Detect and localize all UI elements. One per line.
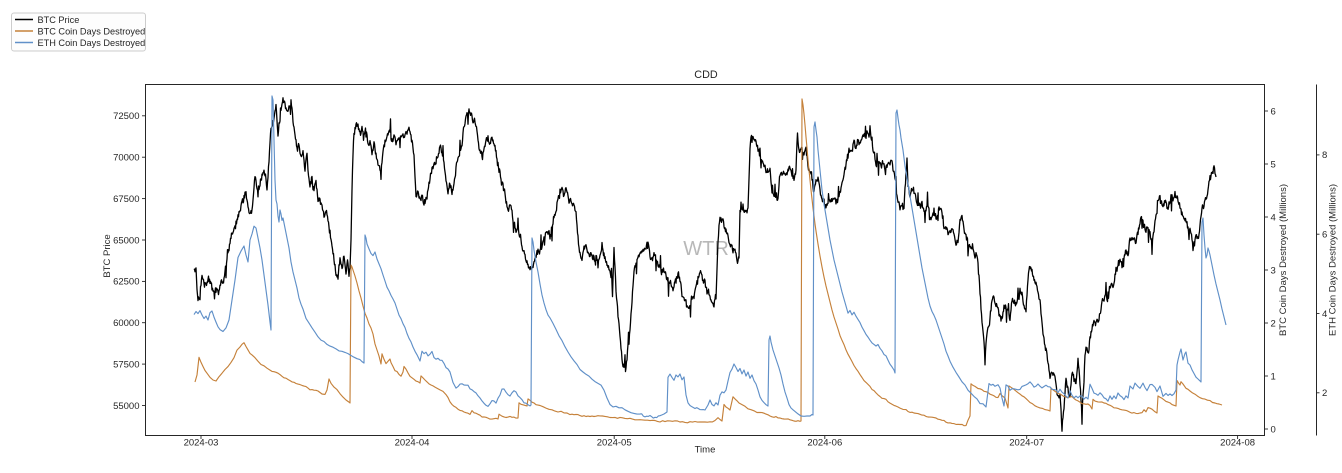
svg-text:3: 3 <box>1271 265 1276 276</box>
svg-text:2: 2 <box>1271 318 1276 329</box>
svg-text:72500: 72500 <box>113 111 139 122</box>
svg-text:6: 6 <box>1271 106 1276 117</box>
svg-text:2024-04: 2024-04 <box>395 438 430 449</box>
svg-text:62500: 62500 <box>113 277 139 288</box>
svg-text:1: 1 <box>1271 371 1276 382</box>
svg-text:6: 6 <box>1322 230 1327 241</box>
svg-text:BTC Price: BTC Price <box>38 15 80 25</box>
svg-text:2024-06: 2024-06 <box>807 438 842 449</box>
svg-text:BTC Coin Days Destroyed (Milli: BTC Coin Days Destroyed (Millions) <box>1278 184 1289 336</box>
svg-text:67500: 67500 <box>113 194 139 205</box>
svg-text:55000: 55000 <box>113 401 139 412</box>
svg-text:2024-03: 2024-03 <box>184 438 219 449</box>
svg-text:0: 0 <box>1271 424 1276 435</box>
svg-text:ETH Coin Days Destroyed (Milli: ETH Coin Days Destroyed (Millions) <box>1328 184 1339 336</box>
svg-text:BTC Coin Days Destroyed: BTC Coin Days Destroyed <box>38 26 146 36</box>
svg-text:WTR: WTR <box>683 238 729 260</box>
svg-text:ETH Coin Days Destroyed: ETH Coin Days Destroyed <box>38 38 146 48</box>
svg-text:2: 2 <box>1322 388 1327 399</box>
svg-text:Time: Time <box>695 445 716 456</box>
svg-text:70000: 70000 <box>113 153 139 164</box>
svg-text:CDD: CDD <box>694 69 718 81</box>
svg-text:60000: 60000 <box>113 318 139 329</box>
svg-text:5: 5 <box>1271 159 1276 170</box>
svg-text:BTC Price: BTC Price <box>102 234 113 277</box>
svg-text:2024-08: 2024-08 <box>1220 438 1255 449</box>
svg-text:2024-05: 2024-05 <box>597 438 632 449</box>
svg-text:4: 4 <box>1271 212 1276 223</box>
svg-text:8: 8 <box>1322 150 1327 161</box>
svg-text:57500: 57500 <box>113 359 139 370</box>
svg-text:4: 4 <box>1322 309 1327 320</box>
svg-text:65000: 65000 <box>113 235 139 246</box>
svg-text:2024-07: 2024-07 <box>1009 438 1044 449</box>
